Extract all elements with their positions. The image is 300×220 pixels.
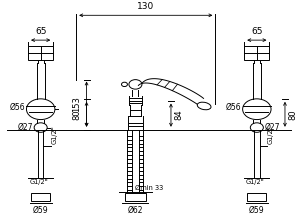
Text: G1/2": G1/2" <box>246 179 264 185</box>
Text: 80: 80 <box>72 109 81 120</box>
Bar <box>28 46 53 60</box>
Text: Ø62: Ø62 <box>128 206 143 215</box>
Text: 130: 130 <box>137 2 154 11</box>
Text: Ø59: Ø59 <box>249 206 265 215</box>
Text: Ø27: Ø27 <box>265 123 280 132</box>
Text: Ømin 33: Ømin 33 <box>135 185 163 191</box>
Text: Ø59: Ø59 <box>33 206 49 215</box>
Text: 65: 65 <box>35 27 46 36</box>
Ellipse shape <box>197 102 211 110</box>
Text: 84: 84 <box>175 110 184 121</box>
Bar <box>247 193 266 201</box>
Text: 65: 65 <box>251 27 262 36</box>
Text: G1/2": G1/2" <box>268 125 274 144</box>
Text: Ø27: Ø27 <box>17 123 33 132</box>
Text: G1/2": G1/2" <box>29 179 48 185</box>
Bar <box>244 46 269 60</box>
Text: 80: 80 <box>289 109 298 120</box>
Text: Ø56: Ø56 <box>226 103 241 112</box>
Text: 153: 153 <box>72 96 81 112</box>
Bar <box>31 193 50 201</box>
Bar <box>125 193 146 201</box>
Text: Ø56: Ø56 <box>9 103 25 112</box>
Text: G1/2": G1/2" <box>51 125 57 144</box>
